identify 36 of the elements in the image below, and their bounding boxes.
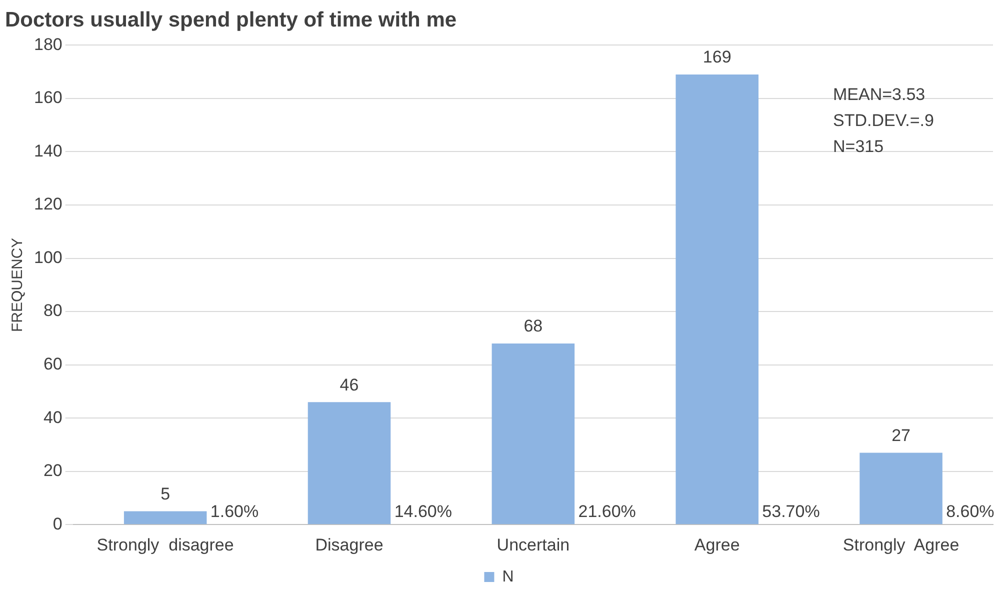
- x-tick-label: Uncertain: [496, 535, 570, 554]
- y-tick-label: 100: [34, 248, 62, 267]
- y-tick-label: 180: [34, 34, 62, 54]
- bar: [124, 511, 207, 524]
- y-tick-label: 0: [52, 514, 62, 534]
- bar: [676, 74, 758, 524]
- x-tick-label: Strongly disagree: [96, 535, 234, 554]
- annotation: 8.60%: [946, 502, 994, 521]
- y-tick-label: 80: [43, 301, 62, 320]
- data-label: 169: [702, 48, 732, 67]
- data-label: 5: [160, 484, 170, 504]
- annotation: 1.60%: [210, 502, 259, 521]
- y-tick-label: 40: [43, 408, 62, 427]
- y-tick-label: 160: [34, 88, 62, 108]
- data-label: 68: [524, 316, 543, 336]
- annotation: MEAN=3.53: [833, 84, 926, 104]
- y-tick-label: 20: [43, 461, 62, 480]
- annotation: 53.70%: [762, 502, 820, 521]
- annotation: 14.60%: [394, 502, 452, 521]
- chart-title: Doctors usually spend plenty of time with me: [5, 8, 457, 32]
- data-label: 27: [892, 426, 910, 445]
- annotation: N=315: [833, 136, 884, 156]
- bar: [492, 343, 575, 524]
- legend-label: N: [502, 568, 514, 586]
- x-tick-label: Strongly Agree: [842, 535, 960, 554]
- y-tick-label: 60: [43, 354, 62, 374]
- data-label: 46: [340, 375, 359, 394]
- y-tick-label: 120: [34, 194, 62, 214]
- annotation: STD.DEV.=.9: [833, 110, 934, 130]
- y-tick-label: 140: [34, 141, 62, 160]
- x-tick-label: Disagree: [315, 535, 384, 554]
- y-axis-title: FREQUENCY: [9, 238, 26, 332]
- annotation: 21.60%: [578, 502, 636, 521]
- bar: [860, 452, 942, 524]
- bar: [308, 402, 391, 524]
- x-tick-label: Agree: [694, 535, 740, 554]
